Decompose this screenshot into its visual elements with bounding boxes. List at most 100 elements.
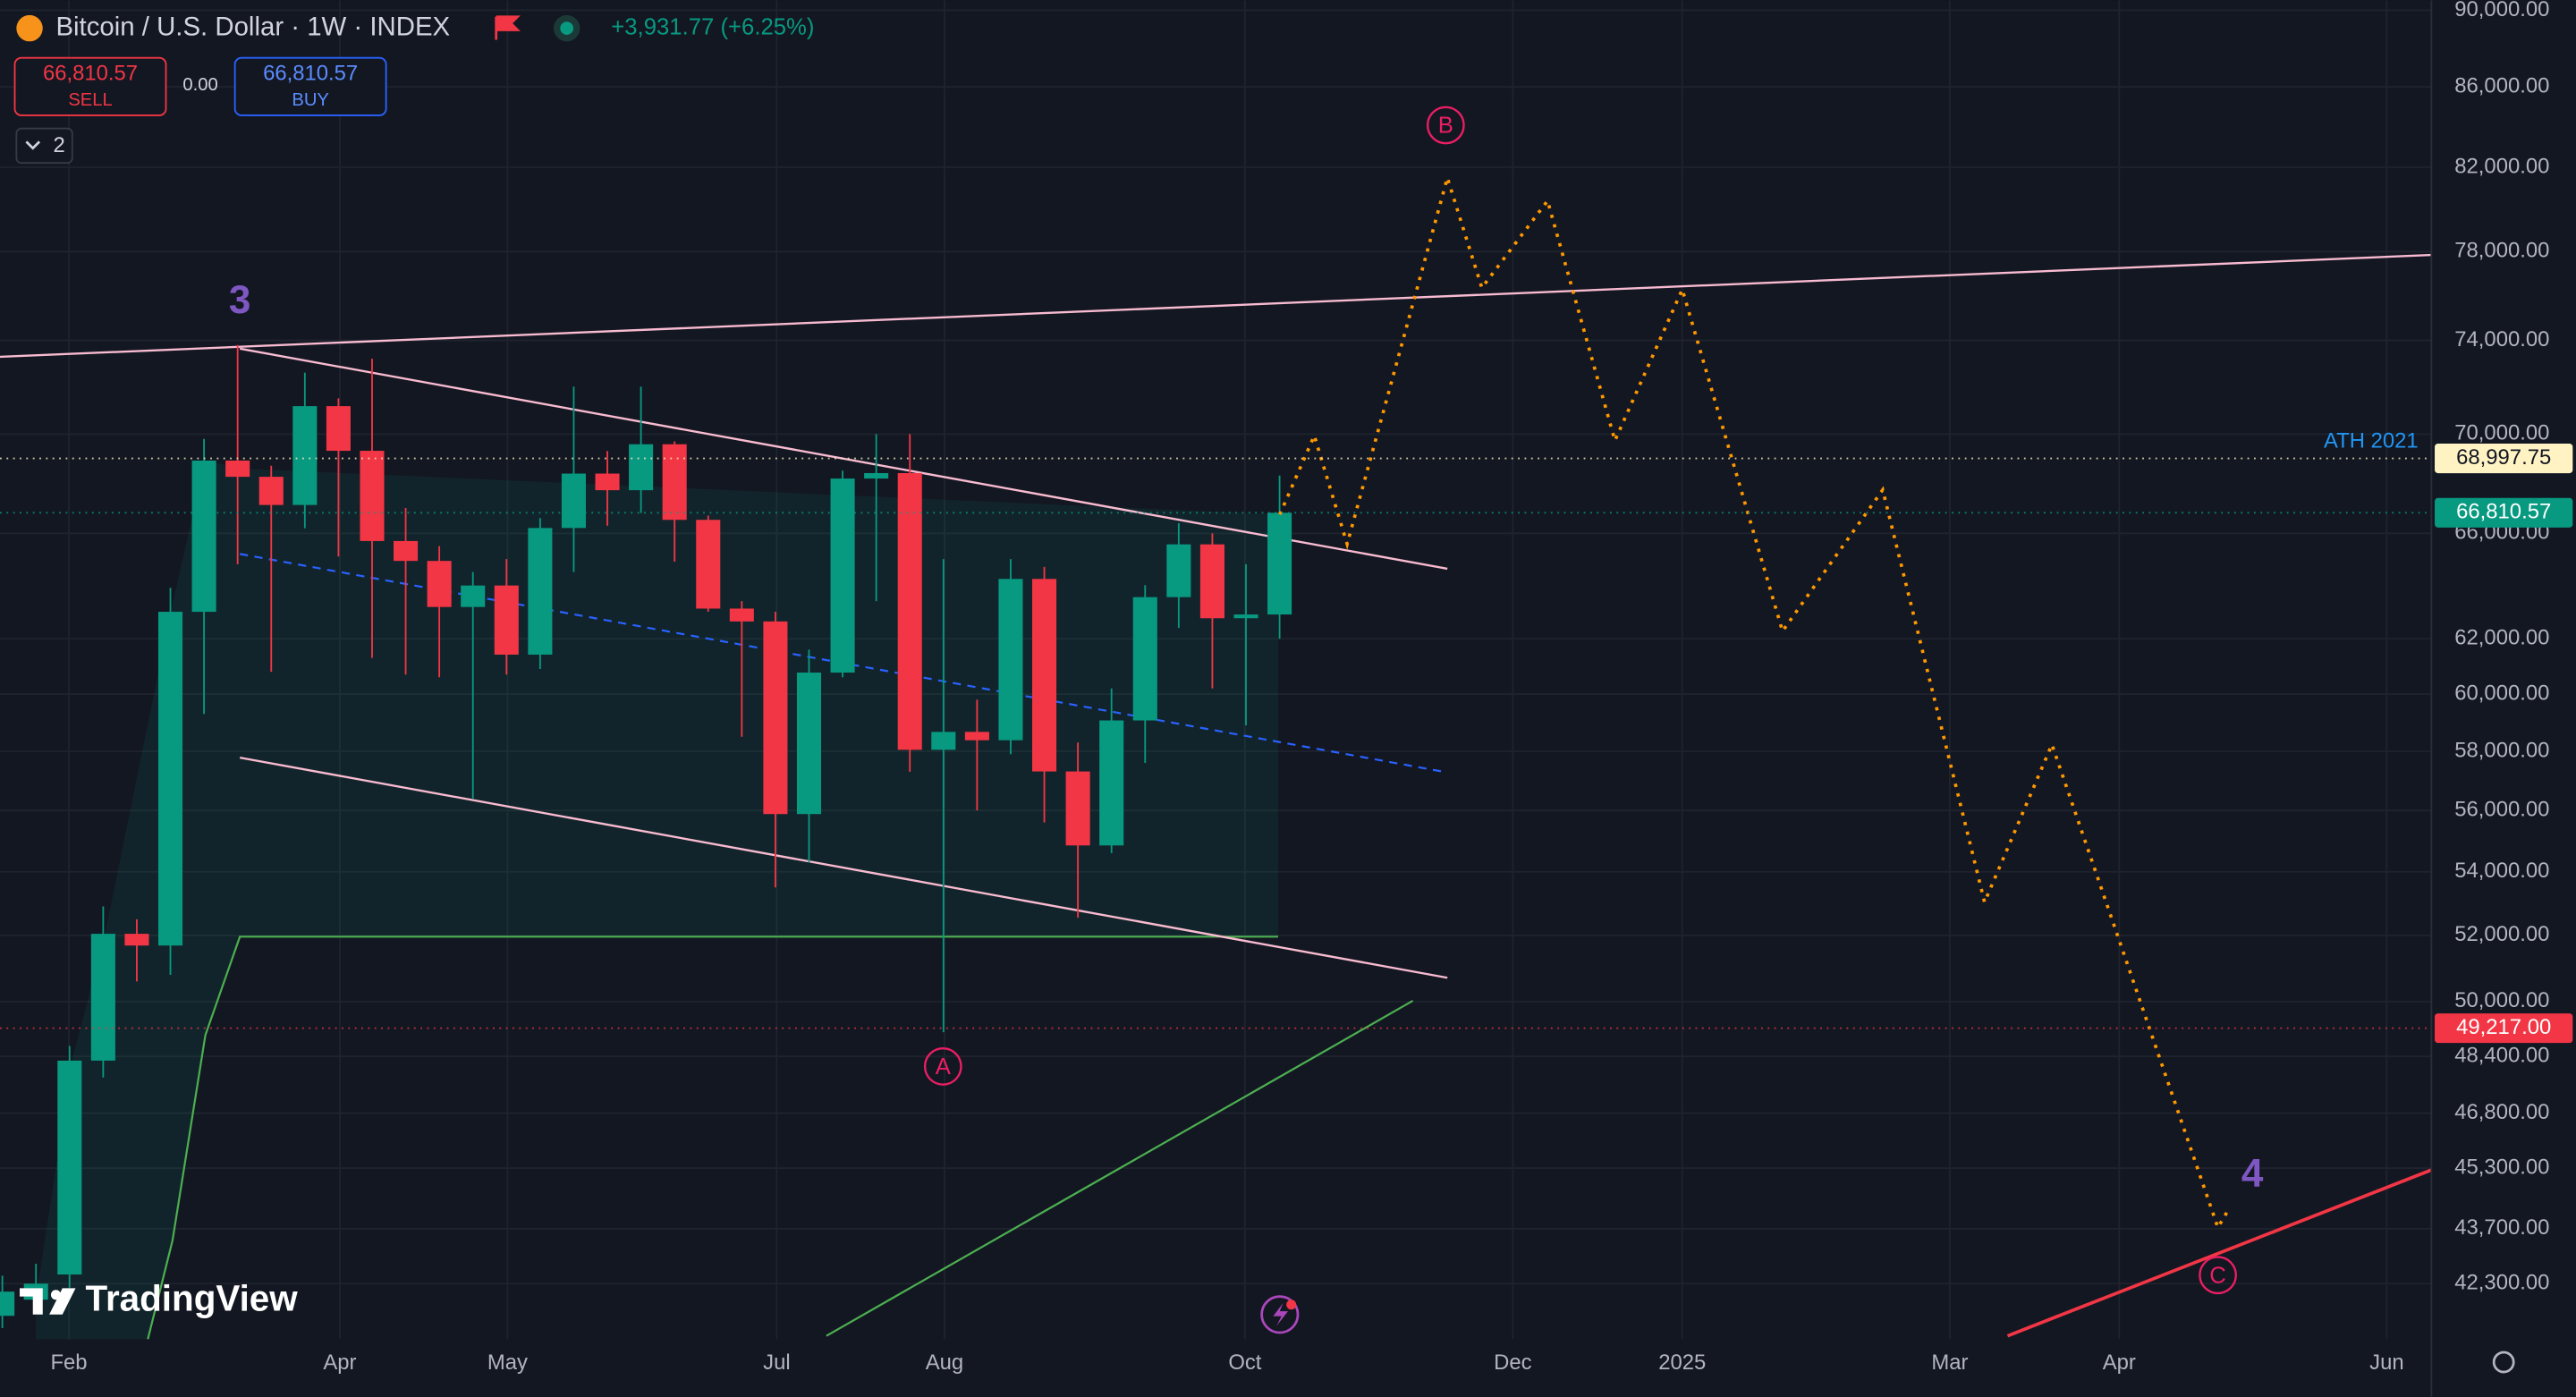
candle-body: [225, 460, 250, 478]
candle-body: [561, 473, 586, 529]
price-tag: [2435, 497, 2573, 528]
y-tick-label: 60,000.00: [2454, 681, 2549, 705]
wave-label: C: [2209, 1263, 2226, 1288]
x-tick-label: Apr: [2103, 1350, 2136, 1375]
logo-icon: [20, 1288, 76, 1315]
support-line-red: [2006, 1168, 2433, 1338]
price-line-name: ATH 2021: [2324, 429, 2419, 453]
candle-body: [124, 934, 149, 946]
price-tag: [2435, 444, 2573, 474]
buy-label: BUY: [292, 90, 329, 110]
settings-icon[interactable]: [2492, 1350, 2515, 1374]
y-tick-label: 46,800.00: [2454, 1100, 2549, 1124]
sell-label: SELL: [68, 90, 112, 110]
x-tick-label: Dec: [1494, 1350, 1532, 1375]
flag-icon[interactable]: [495, 15, 521, 40]
candles: [0, 344, 1292, 1328]
wave-circle: [923, 1047, 962, 1086]
candle-body: [998, 579, 1023, 741]
y-tick-label: 42,300.00: [2454, 1271, 2549, 1295]
candle-body: [90, 934, 115, 1061]
candle-body: [57, 1060, 82, 1275]
candle-body: [191, 460, 216, 613]
y-tick-label: 48,400.00: [2454, 1044, 2549, 1068]
price-tag: [2435, 1013, 2573, 1044]
buy-price: 66,810.57: [263, 61, 358, 85]
candle-body: [696, 520, 721, 609]
candle-body: [326, 406, 351, 452]
candle-body: [0, 1291, 15, 1317]
x-tick-label: Jun: [2369, 1350, 2403, 1375]
candle-body: [1233, 614, 1258, 619]
buy-button[interactable]: [233, 56, 387, 116]
candle-body: [830, 478, 855, 673]
status-dot: [560, 21, 574, 35]
wave-label: B: [1438, 114, 1453, 139]
x-tick-label: May: [487, 1350, 528, 1375]
y-tick-label: 82,000.00: [2454, 154, 2549, 178]
support-line: [826, 1000, 1414, 1337]
candle-body: [729, 608, 754, 622]
wave-label: 3: [229, 278, 251, 322]
candle-body: [1267, 512, 1292, 615]
y-tick-label: 52,000.00: [2454, 922, 2549, 946]
y-tick-label: 58,000.00: [2454, 738, 2549, 762]
indicator-area: [36, 460, 1278, 1340]
projection-path: [1278, 172, 2230, 1232]
y-tick-label: 86,000.00: [2454, 74, 2549, 98]
y-tick-label: 90,000.00: [2454, 0, 2549, 21]
wedge-bottom: [239, 756, 1448, 979]
candle-body: [931, 732, 956, 750]
spread: 0.00: [182, 75, 217, 95]
price-tag-label: 66,810.57: [2456, 500, 2551, 524]
candle-body: [897, 472, 922, 750]
y-tick-label: 70,000.00: [2454, 421, 2549, 445]
wave-label: 4: [2241, 1152, 2264, 1196]
indicator-line: [147, 936, 1278, 1340]
candle-body: [964, 732, 989, 741]
wave-circle: [2199, 1256, 2237, 1295]
event-bolt: [1273, 1302, 1288, 1326]
candle-body: [461, 585, 486, 607]
y-tick-label: 62,000.00: [2454, 626, 2549, 650]
x-tick-label: Jul: [763, 1350, 791, 1375]
wedge-top: [239, 347, 1448, 571]
candle-body: [394, 540, 419, 562]
sell-button[interactable]: [13, 56, 167, 116]
y-tick-label: 54,000.00: [2454, 859, 2549, 883]
y-tick-label: 74,000.00: [2454, 327, 2549, 351]
candle-body: [662, 444, 687, 521]
price-tag-label: 68,997.75: [2456, 445, 2551, 470]
indicators-count: 2: [53, 133, 64, 157]
trendline: [0, 253, 2432, 359]
y-tick-label: 45,300.00: [2454, 1155, 2549, 1179]
candle-body: [1166, 544, 1191, 597]
y-tick-label: 43,700.00: [2454, 1215, 2549, 1240]
candle-body: [796, 673, 822, 815]
event-icon[interactable]: [1260, 1295, 1300, 1334]
x-tick-label: Mar: [1931, 1350, 1968, 1375]
y-tick-label: 56,000.00: [2454, 797, 2549, 821]
candle-body: [1065, 771, 1090, 846]
candle-body: [494, 585, 519, 655]
candle-body: [258, 477, 284, 505]
chevron-icon: [25, 140, 41, 150]
grid: [0, 0, 2432, 1340]
candle-body: [360, 451, 385, 541]
candle-body: [427, 561, 452, 607]
sell-price: 66,810.57: [43, 61, 138, 85]
indicators-toggle[interactable]: [15, 127, 73, 165]
candle-body: [1132, 597, 1157, 721]
logo-dot: [50, 1290, 61, 1300]
y-tick-label: 78,000.00: [2454, 239, 2549, 263]
candle-body: [595, 473, 620, 491]
candle-body: [157, 612, 183, 946]
price-axis-panel: [2431, 0, 2576, 1397]
candle-body: [629, 444, 654, 491]
price-tag-label: 49,217.00: [2456, 1015, 2551, 1039]
candle-body: [528, 528, 553, 655]
